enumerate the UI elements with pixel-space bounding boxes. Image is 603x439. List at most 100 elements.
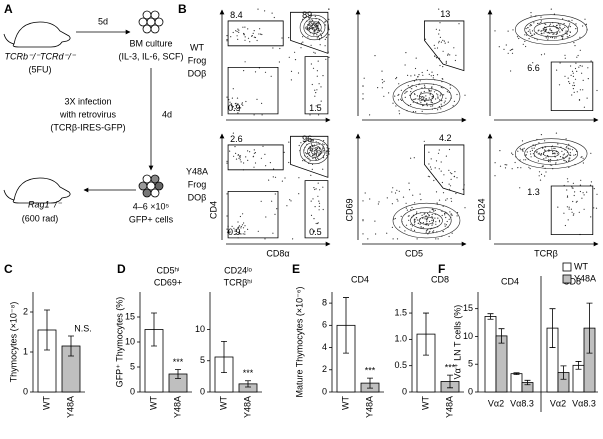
event-dot xyxy=(363,77,365,79)
event-dot xyxy=(437,152,440,154)
event-dot xyxy=(404,96,406,98)
event-dot xyxy=(536,150,538,152)
event-dot xyxy=(233,109,235,112)
event-dot xyxy=(530,24,533,26)
event-dot xyxy=(515,156,517,158)
event-dot xyxy=(441,81,443,83)
event-dot xyxy=(574,191,576,193)
event-dot xyxy=(319,189,321,191)
event-dot xyxy=(441,210,443,212)
event-dot xyxy=(406,90,408,93)
event-dot xyxy=(313,150,316,152)
event-dot xyxy=(317,60,319,62)
event-dot xyxy=(404,64,406,66)
event-dot xyxy=(323,149,325,151)
event-dot xyxy=(276,208,278,210)
event-dot xyxy=(554,37,556,39)
event-dot xyxy=(447,53,449,55)
event-dot xyxy=(258,33,260,35)
event-dot xyxy=(565,147,567,149)
event-dot xyxy=(444,42,446,44)
event-dot xyxy=(434,167,436,169)
event-dot xyxy=(452,105,454,107)
contour xyxy=(410,211,443,230)
event-dot xyxy=(234,108,236,110)
x-tick-label: Vα8.3 xyxy=(572,398,596,408)
event-dot xyxy=(314,95,316,97)
event-dot xyxy=(325,152,327,154)
event-dot xyxy=(386,197,388,199)
event-dot xyxy=(440,103,442,105)
event-dot xyxy=(562,18,564,20)
event-dot xyxy=(572,187,574,189)
event-dot xyxy=(449,188,451,190)
event-dot xyxy=(241,103,243,105)
event-dot xyxy=(317,36,319,38)
event-dot xyxy=(521,140,524,142)
event-dot xyxy=(415,111,417,113)
event-dot xyxy=(428,73,430,75)
event-dot xyxy=(523,147,525,149)
event-dot xyxy=(538,171,541,173)
event-dot xyxy=(543,53,546,55)
event-dot xyxy=(562,37,564,39)
event-dot xyxy=(235,105,237,107)
event-dot xyxy=(328,8,330,10)
event-dot xyxy=(450,178,452,180)
event-dot xyxy=(499,150,501,152)
event-dot xyxy=(288,56,290,58)
event-dot xyxy=(309,148,311,150)
event-dot xyxy=(318,209,320,211)
event-dot xyxy=(540,154,542,156)
event-dot xyxy=(323,143,325,146)
x-tick-label: WT xyxy=(148,396,158,410)
event-dot xyxy=(555,132,558,134)
cell xyxy=(142,10,152,20)
event-dot xyxy=(256,98,258,100)
event-dot xyxy=(260,157,262,159)
event-dot xyxy=(581,197,583,199)
event-dot xyxy=(428,176,431,178)
event-dot xyxy=(237,103,239,105)
event-dot xyxy=(570,208,573,210)
event-dot xyxy=(519,147,521,149)
event-dot xyxy=(520,149,522,151)
event-dot xyxy=(579,36,581,38)
cell xyxy=(150,188,160,198)
event-dot xyxy=(362,98,364,100)
event-dot xyxy=(564,54,566,56)
y-tick-label: 0 xyxy=(200,386,205,396)
event-dot xyxy=(545,157,547,159)
event-dot xyxy=(545,37,547,39)
event-dot xyxy=(415,57,417,59)
event-dot xyxy=(446,91,448,93)
event-dot xyxy=(566,178,569,180)
event-dot xyxy=(429,230,431,233)
event-dot xyxy=(568,159,570,161)
gate xyxy=(550,185,594,236)
event-dot xyxy=(414,202,416,204)
event-dot xyxy=(261,114,263,116)
event-dot xyxy=(529,150,532,152)
event-dot xyxy=(580,179,582,181)
event-dot xyxy=(315,23,317,25)
event-dot xyxy=(322,208,324,211)
event-dot xyxy=(420,212,422,214)
event-dot xyxy=(317,222,319,224)
gate-percent: 1.5 xyxy=(309,103,322,113)
event-dot xyxy=(413,157,415,159)
event-dot xyxy=(568,148,570,150)
event-dot xyxy=(244,26,246,28)
infection-label: 3X infection xyxy=(64,96,111,106)
event-dot xyxy=(529,25,531,27)
event-dot xyxy=(440,86,442,88)
event-dot xyxy=(394,217,396,220)
event-dot xyxy=(443,94,445,96)
event-dot xyxy=(547,39,549,41)
event-dot xyxy=(253,30,255,32)
contour xyxy=(524,18,579,41)
event-dot xyxy=(435,238,437,240)
gate xyxy=(304,56,329,115)
event-dot xyxy=(404,92,406,94)
